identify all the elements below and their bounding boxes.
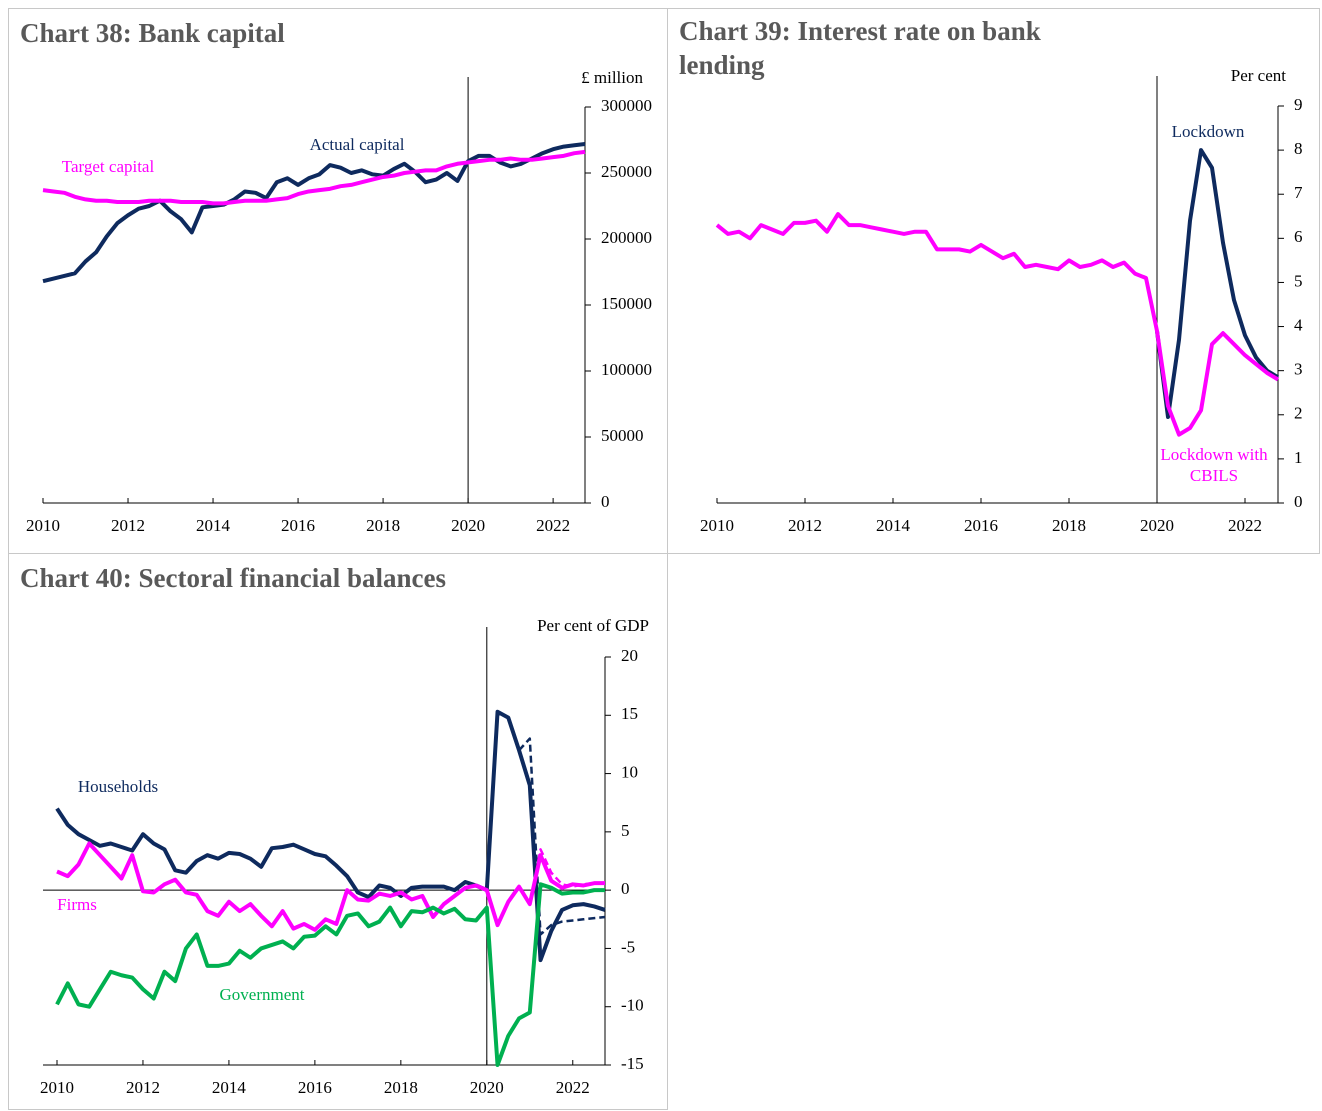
series-label: Government [220,985,305,1004]
x-tick-label: 2016 [281,516,315,535]
x-tick-label: 2014 [196,516,231,535]
series-line [518,737,606,936]
x-tick-label: 2012 [788,516,822,535]
y-tick-label: 8 [1294,139,1303,158]
x-tick-label: 2010 [40,1078,74,1097]
panel-border [8,8,668,554]
y-tick-label: 1 [1294,448,1303,467]
panel-border [667,8,1320,554]
series-line [55,709,606,963]
y-tick-label: 9 [1294,95,1303,114]
series-line [55,882,605,1067]
y-tick-label: 0 [1294,492,1303,511]
series-line [715,212,1280,437]
series-line [1155,148,1280,419]
y-tick-label: 4 [1294,315,1303,334]
series-label: Lockdown with CBILS [1160,445,1268,485]
series-label: Actual capital [310,135,405,154]
x-tick-label: 2012 [126,1078,160,1097]
x-tick-label: 2018 [384,1078,418,1097]
y-tick-label: 50000 [601,426,644,445]
x-tick-label: 2020 [470,1078,504,1097]
y-axis-label: Per cent [1231,66,1287,85]
y-tick-label: 5 [1294,271,1303,290]
series-label: Firms [57,895,97,914]
y-tick-label: 3 [1294,360,1303,379]
series-label: Households [78,777,158,796]
x-tick-label: 2010 [700,516,734,535]
y-axis-label: £ million [581,68,643,87]
x-tick-label: 2014 [212,1078,247,1097]
y-tick-label: 7 [1294,183,1303,202]
y-tick-label: 5 [621,821,630,840]
x-tick-label: 2022 [536,516,570,535]
y-tick-label: 300000 [601,96,652,115]
x-tick-label: 2018 [366,516,400,535]
y-tick-label: 250000 [601,162,652,181]
y-tick-label: 2 [1294,404,1303,423]
series-label: Lockdown [1172,122,1245,141]
y-tick-label: -15 [621,1054,644,1073]
x-tick-label: 2022 [1228,516,1262,535]
series-line [42,149,586,206]
y-tick-label: 20 [621,646,638,665]
y-tick-label: 150000 [601,294,652,313]
y-tick-label: 15 [621,704,638,723]
x-tick-label: 2016 [964,516,998,535]
y-tick-label: 0 [601,492,610,511]
panel-border [8,553,668,1110]
y-tick-label: 6 [1294,227,1303,246]
series-label: Target capital [62,157,155,176]
x-tick-label: 2020 [451,516,485,535]
x-tick-label: 2016 [298,1078,332,1097]
x-tick-label: 2022 [556,1078,590,1097]
series-line [56,841,605,932]
x-tick-label: 2014 [876,516,911,535]
chart-title: Chart 39: Interest rate on bank lending [679,16,1041,80]
y-tick-label: -5 [621,937,635,956]
chart-title: Chart 38: Bank capital [20,18,285,48]
x-tick-label: 2012 [111,516,145,535]
y-tick-label: 200000 [601,228,652,247]
chart-title: Chart 40: Sectoral financial balances [20,563,446,593]
y-tick-label: -10 [621,996,644,1015]
y-axis-label: Per cent of GDP [537,616,649,635]
y-tick-label: 0 [621,879,630,898]
y-tick-label: 100000 [601,360,652,379]
y-tick-label: 10 [621,762,638,781]
x-tick-label: 2018 [1052,516,1086,535]
x-tick-label: 2010 [26,516,60,535]
x-tick-label: 2020 [1140,516,1174,535]
